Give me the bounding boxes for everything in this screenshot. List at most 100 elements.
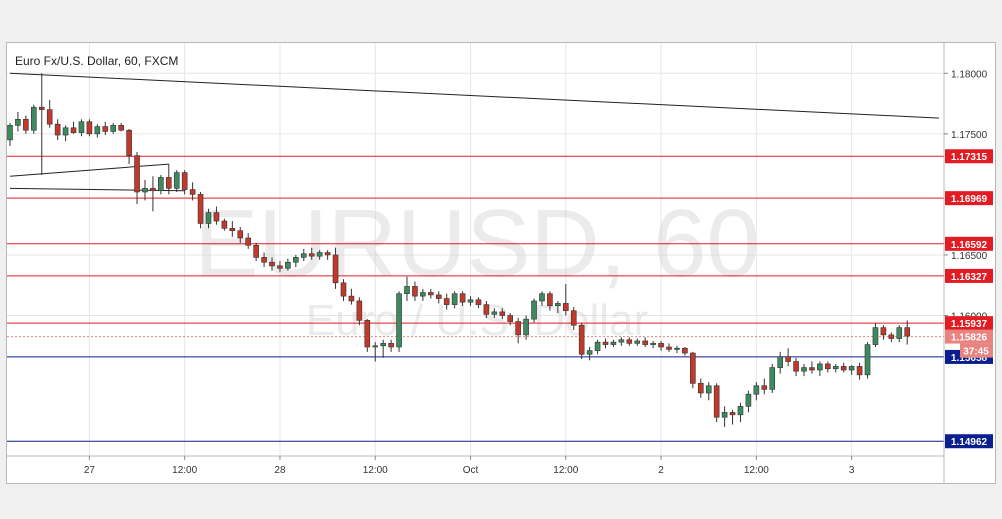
candle-down[interactable] [562, 303, 569, 311]
candle-down[interactable] [713, 385, 720, 418]
candle-up[interactable] [634, 340, 641, 344]
candle-up[interactable] [832, 366, 839, 370]
candle-down[interactable] [682, 347, 688, 354]
candle-down[interactable] [666, 346, 672, 350]
candle-down[interactable] [483, 304, 490, 315]
candle-down[interactable] [507, 315, 514, 322]
candle-down[interactable] [729, 412, 736, 416]
trendline[interactable] [9, 163, 169, 177]
candle-up[interactable] [420, 292, 426, 297]
candle-down[interactable] [547, 293, 553, 307]
candle-down[interactable] [364, 320, 371, 348]
candle-down[interactable] [356, 300, 363, 321]
candle-down[interactable] [602, 341, 609, 345]
candle-up[interactable] [491, 311, 498, 315]
candle-up[interactable] [586, 350, 593, 355]
candle-up[interactable] [15, 119, 21, 126]
candle-up[interactable] [705, 385, 712, 394]
candle-up[interactable] [817, 363, 823, 371]
candle-down[interactable] [38, 106, 45, 110]
trendline[interactable] [9, 72, 940, 119]
candle-up[interactable] [777, 356, 783, 368]
candle-up[interactable] [316, 252, 323, 257]
candle-down[interactable] [658, 343, 664, 348]
candle-down[interactable] [261, 257, 267, 263]
candle-down[interactable] [904, 327, 911, 337]
candle-up[interactable] [848, 366, 855, 371]
candle-up[interactable] [158, 177, 164, 192]
candle-up[interactable] [404, 286, 410, 295]
candle-down[interactable] [126, 129, 132, 156]
candle-down[interactable] [888, 334, 895, 339]
candle-down[interactable] [570, 310, 577, 326]
candle-down[interactable] [54, 123, 61, 136]
candle-down[interactable] [475, 299, 482, 305]
candle-down[interactable] [189, 189, 196, 195]
candle-up[interactable] [745, 393, 752, 407]
candle-up[interactable] [864, 344, 871, 376]
candle-down[interactable] [785, 356, 791, 362]
candle-up[interactable] [380, 343, 386, 347]
candle-up[interactable] [801, 367, 807, 372]
candle-down[interactable] [459, 293, 466, 303]
candle-up[interactable] [753, 385, 760, 395]
candle-down[interactable] [388, 343, 394, 348]
candle-up[interactable] [293, 257, 299, 263]
candle-down[interactable] [70, 127, 77, 133]
candle-up[interactable] [610, 341, 617, 345]
candle-down[interactable] [197, 194, 204, 224]
candle-up[interactable] [300, 253, 307, 258]
candle-up[interactable] [523, 318, 529, 336]
candle-up[interactable] [62, 127, 69, 136]
candle-down[interactable] [86, 121, 93, 135]
candle-up[interactable] [78, 121, 85, 133]
candle-up[interactable] [110, 125, 117, 132]
candle-down[interactable] [793, 361, 799, 372]
candle-down[interactable] [435, 294, 442, 299]
candle-down[interactable] [412, 286, 418, 297]
candle-down[interactable] [626, 339, 633, 344]
candle-down[interactable] [229, 228, 236, 232]
candle-down[interactable] [308, 253, 315, 257]
candle-down[interactable] [269, 261, 275, 267]
candle-down[interactable] [332, 254, 339, 284]
candle-down[interactable] [134, 155, 140, 193]
chart-panel[interactable]: EURUSD, 60 Euro / U.S. Dollar 1.18000 1.1… [6, 42, 996, 484]
candle-down[interactable] [880, 327, 887, 336]
candle-down[interactable] [840, 366, 847, 371]
candle-down[interactable] [825, 363, 831, 370]
candle-down[interactable] [166, 177, 172, 189]
candle-down[interactable] [642, 340, 649, 345]
candle-down[interactable] [213, 212, 220, 222]
candle-up[interactable] [205, 212, 212, 224]
candle-up[interactable] [555, 303, 561, 307]
candle-down[interactable] [253, 244, 259, 258]
candle-up[interactable] [7, 125, 13, 141]
candle-up[interactable] [372, 345, 379, 348]
candle-up[interactable] [769, 367, 776, 390]
candle-up[interactable] [467, 299, 474, 303]
candle-up[interactable] [173, 172, 180, 189]
candlestick-chart[interactable]: EURUSD, 60 Euro / U.S. Dollar 1.180001.1… [7, 43, 995, 483]
candle-up[interactable] [737, 406, 744, 416]
candle-down[interactable] [324, 252, 331, 256]
candle-up[interactable] [94, 126, 101, 135]
candle-down[interactable] [221, 220, 228, 229]
candle-down[interactable] [761, 385, 768, 390]
candle-down[interactable] [348, 295, 355, 302]
candle-down[interactable] [46, 109, 53, 125]
candle-down[interactable] [697, 383, 704, 394]
candle-up[interactable] [618, 339, 625, 343]
candle-up[interactable] [674, 347, 680, 350]
candle-down[interactable] [102, 126, 109, 132]
candle-up[interactable] [531, 300, 537, 320]
candle-down[interactable] [237, 230, 244, 239]
candle-up[interactable] [539, 293, 545, 302]
candle-down[interactable] [515, 321, 521, 336]
candle-down[interactable] [118, 125, 124, 131]
candle-down[interactable] [428, 292, 434, 296]
candle-down[interactable] [856, 366, 863, 376]
candle-up[interactable] [142, 188, 148, 193]
candle-down[interactable] [245, 237, 251, 246]
candle-up[interactable] [650, 343, 656, 345]
